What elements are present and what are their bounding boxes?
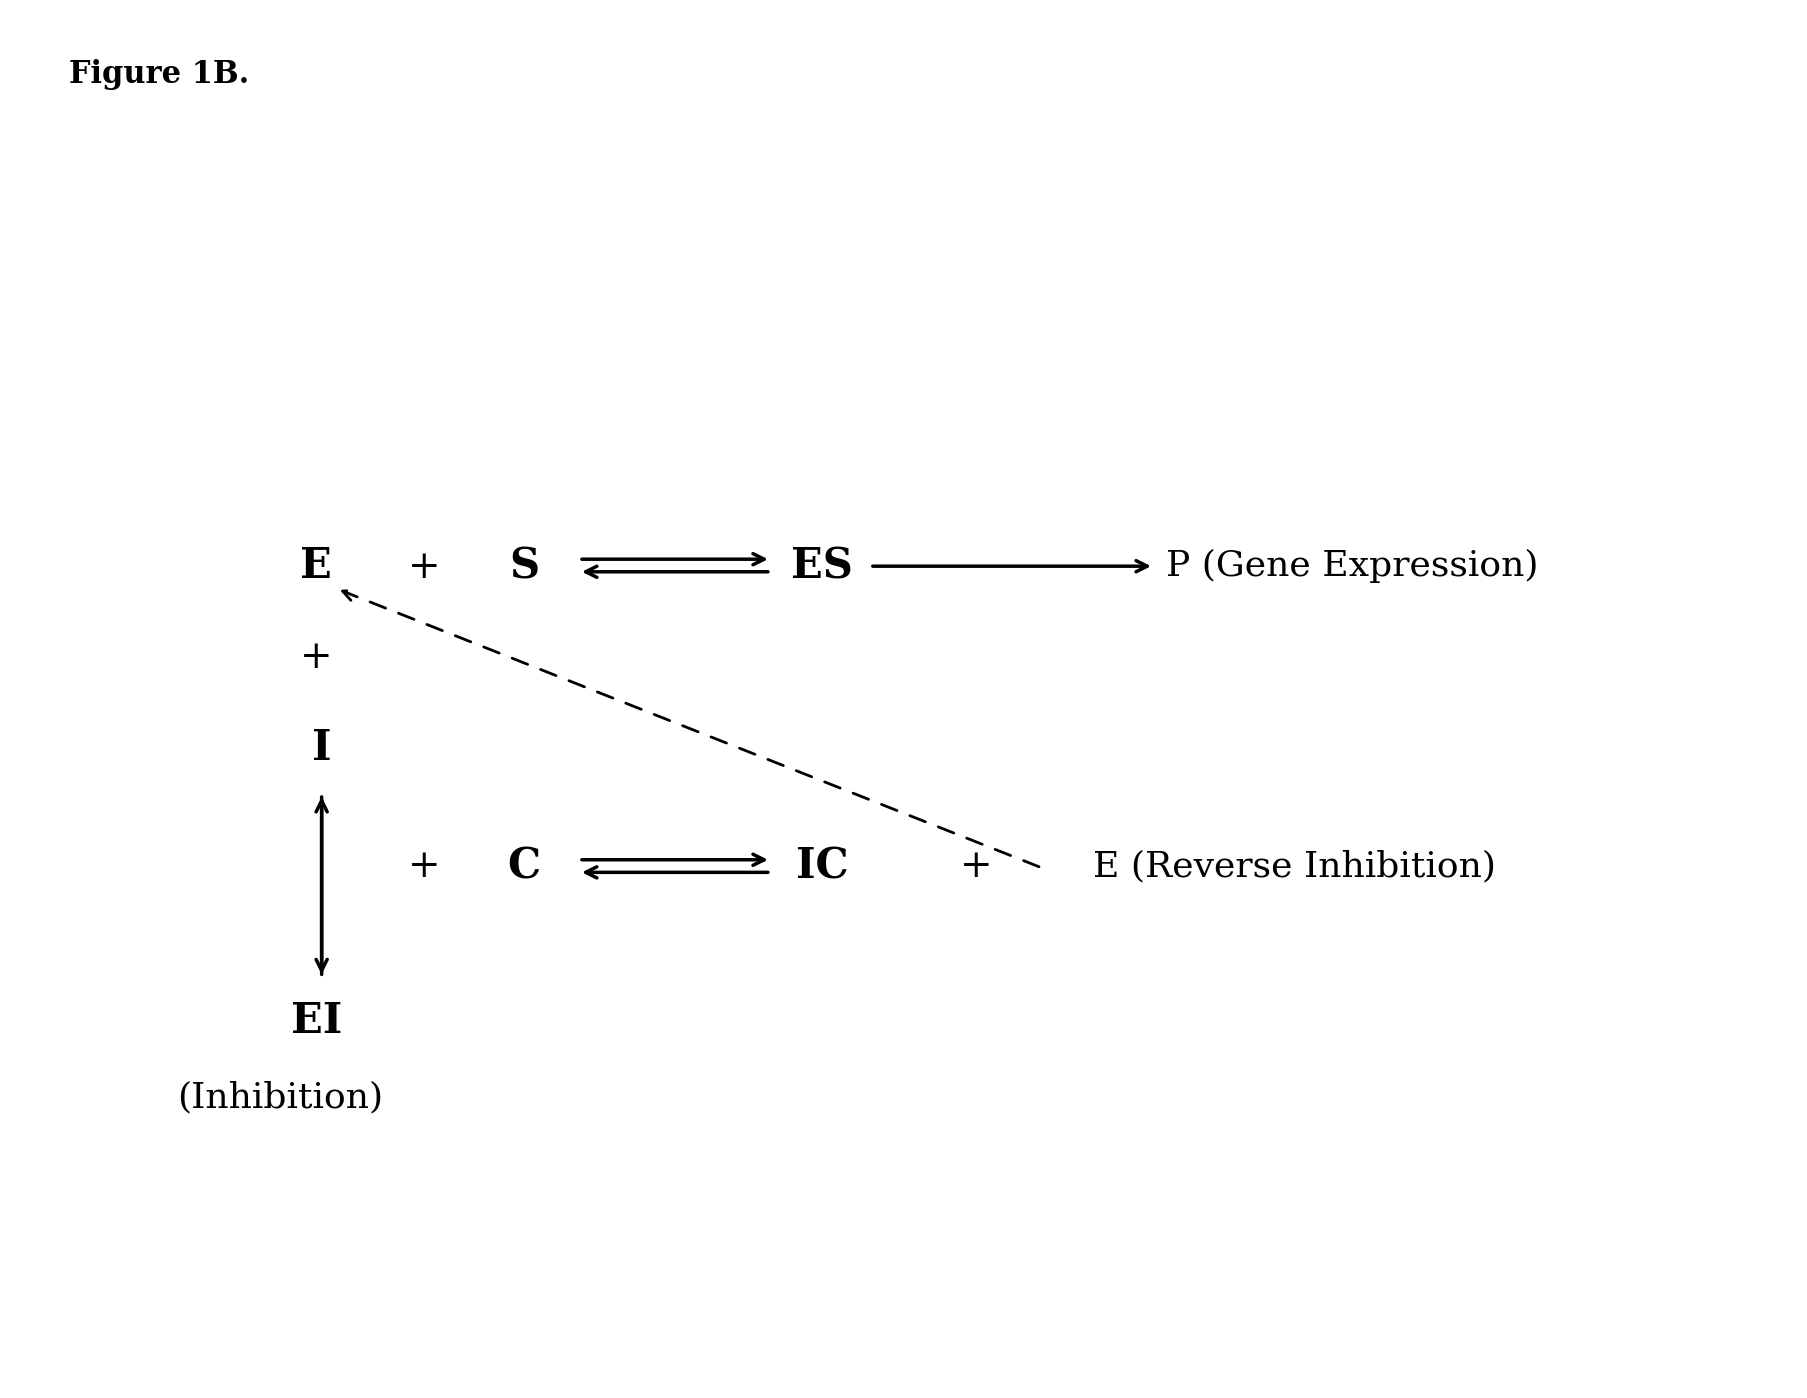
- Text: EI: EI: [291, 1000, 342, 1042]
- Text: C: C: [508, 846, 540, 888]
- Text: E (Reverse Inhibition): E (Reverse Inhibition): [1093, 850, 1496, 884]
- Text: +: +: [300, 639, 332, 675]
- Text: S: S: [510, 545, 538, 587]
- Text: (Inhibition): (Inhibition): [177, 1081, 383, 1114]
- Text: IC: IC: [795, 846, 849, 888]
- Text: E: E: [300, 545, 332, 587]
- Text: +: +: [960, 849, 992, 885]
- Text: ES: ES: [791, 545, 853, 587]
- Text: Figure 1B.: Figure 1B.: [69, 59, 249, 89]
- Text: +: +: [408, 549, 441, 586]
- Text: +: +: [408, 849, 441, 885]
- Text: P (Gene Expression): P (Gene Expression): [1166, 549, 1538, 583]
- Text: I: I: [313, 727, 331, 769]
